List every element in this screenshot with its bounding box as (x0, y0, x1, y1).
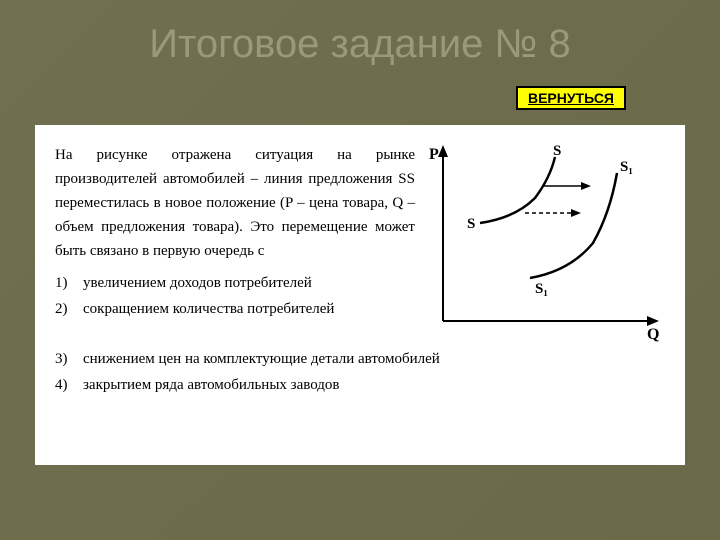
option-number: 3) (55, 347, 75, 371)
s1-label-bottom: S₁ (535, 281, 548, 297)
x-axis-arrow (647, 316, 659, 326)
content-inner: На рисунке отражена ситуация на рынке пр… (55, 143, 665, 343)
option-number: 2) (55, 297, 75, 321)
y-axis-arrow (438, 145, 448, 157)
option-1: 1) увеличением доходов потребителей (55, 271, 415, 295)
option-text: увеличением доходов потребителей (83, 271, 415, 295)
s-label-top: S (553, 143, 561, 159)
option-2: 2) сокращением количества потребителей (55, 297, 415, 321)
option-text: закрытием ряда автомобильных заводов (83, 373, 665, 397)
y-axis-label: P (429, 146, 439, 163)
chart-column: P Q S S S₁ S₁ (425, 143, 665, 343)
supply-chart: P Q S S S₁ S₁ (425, 143, 665, 343)
content-box: На рисунке отражена ситуация на рынке пр… (35, 125, 685, 465)
option-number: 1) (55, 271, 75, 295)
text-column: На рисунке отражена ситуация на рынке пр… (55, 143, 415, 343)
option-text: снижением цен на комплектующие детали ав… (83, 347, 665, 371)
option-text: сокращением количества потребителей (83, 297, 415, 321)
back-button[interactable]: ВЕРНУТЬСЯ (516, 86, 626, 110)
shift-arrow-1-head (581, 182, 591, 190)
question-paragraph: На рисунке отражена ситуация на рынке пр… (55, 143, 415, 263)
s-label-bottom: S (467, 216, 475, 232)
curve-s (480, 157, 555, 223)
options-continued: 3) снижением цен на комплектующие детали… (55, 347, 665, 397)
x-axis-label: Q (647, 326, 659, 343)
option-4: 4) закрытием ряда автомобильных заводов (55, 373, 665, 397)
option-number: 4) (55, 373, 75, 397)
page-title: Итоговое задание № 8 (0, 22, 720, 67)
options-list: 1) увеличением доходов потребителей 2) с… (55, 271, 415, 321)
s1-label-top: S₁ (620, 159, 633, 175)
shift-arrow-2-head (571, 209, 581, 217)
curve-s1 (530, 173, 617, 278)
option-3: 3) снижением цен на комплектующие детали… (55, 347, 665, 371)
